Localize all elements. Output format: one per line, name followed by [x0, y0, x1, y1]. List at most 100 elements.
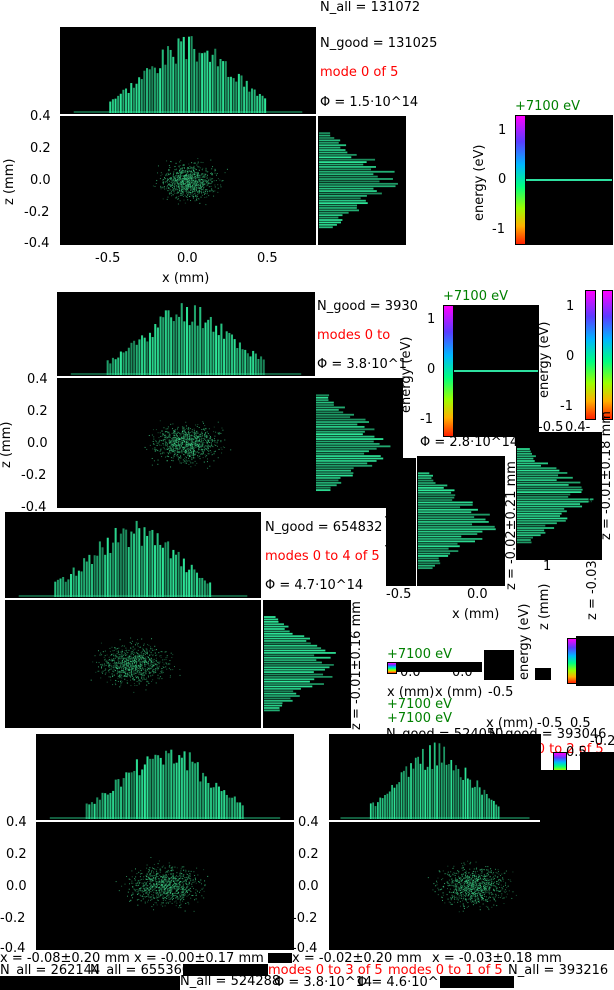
scatter-point	[478, 889, 480, 891]
scatter-point	[185, 177, 187, 179]
scatter-point	[166, 881, 168, 883]
scatter-point	[126, 673, 128, 675]
scatter-point	[193, 179, 195, 181]
scatter-point	[146, 661, 148, 663]
scatter-point	[488, 891, 490, 893]
scatter-point	[195, 432, 197, 434]
scatter-point	[167, 901, 169, 903]
scatter-point	[491, 880, 493, 882]
scatter-point	[181, 188, 183, 190]
scatter-point	[182, 175, 184, 177]
scatter-point	[152, 679, 154, 681]
scatter-point	[177, 439, 179, 441]
scatter-point	[187, 184, 189, 186]
scatter-point	[186, 451, 188, 453]
histogram-bar	[264, 685, 313, 688]
scatter-point	[167, 893, 169, 895]
histogram-bar	[216, 66, 219, 113]
scatter-point	[191, 453, 193, 455]
scatter-point	[205, 448, 207, 450]
scatter-point	[489, 879, 491, 881]
scatter-point	[478, 875, 480, 877]
histogram-bar	[379, 797, 382, 819]
scatter-point	[476, 893, 478, 895]
scatter-point	[160, 884, 162, 886]
scatter-point	[188, 448, 190, 450]
histogram-bar	[236, 802, 239, 819]
scatter-point	[194, 450, 196, 452]
scatter-point	[193, 454, 195, 456]
scatter-point	[145, 659, 147, 661]
scatter-point	[198, 174, 200, 176]
scatter-point	[197, 175, 199, 177]
scatter-point	[180, 182, 182, 184]
scatter-point	[158, 678, 160, 680]
scatter-point	[183, 869, 185, 871]
scatter-point	[148, 668, 150, 670]
scatter-point	[161, 866, 163, 868]
scatter-point	[177, 455, 179, 457]
scatter-point	[180, 179, 182, 181]
scatter-point	[461, 885, 463, 887]
scatter-point	[159, 871, 161, 873]
z-tick: -0.2	[0, 911, 26, 926]
scatter-point	[465, 886, 467, 888]
scatter-point	[152, 429, 154, 431]
scatter-point	[176, 178, 178, 180]
scatter-point	[175, 441, 177, 443]
scatter-point	[198, 881, 200, 883]
scatter-point	[187, 451, 189, 453]
scatter-point	[203, 461, 205, 463]
histogram-bar	[195, 61, 198, 113]
scatter-point	[187, 193, 189, 195]
scatter-point	[161, 187, 163, 189]
mode-label: modes 0 to 4 of 5	[265, 549, 380, 564]
scatter-point	[173, 448, 175, 450]
scatter-point	[152, 894, 154, 896]
scatter-point	[137, 880, 139, 882]
scatter-point	[139, 654, 141, 656]
scatter-point	[158, 666, 160, 668]
scatter-point	[185, 452, 187, 454]
scatter-point	[157, 661, 159, 663]
scatter-point	[146, 648, 148, 650]
scatter-point	[165, 431, 167, 433]
scatter-point	[474, 871, 476, 873]
scatter-point	[139, 646, 141, 648]
scatter-point	[121, 645, 123, 647]
scatter-point	[181, 873, 183, 875]
scatter-point	[188, 881, 190, 883]
scatter-point	[158, 652, 160, 654]
scatter-point	[182, 428, 184, 430]
histogram-bar	[159, 316, 162, 375]
scatter-point	[192, 170, 194, 172]
scatter-point	[482, 889, 484, 891]
scatter-point	[192, 185, 194, 187]
scatter-point	[182, 875, 184, 877]
scatter-point	[172, 184, 174, 186]
scatter-point	[208, 428, 210, 430]
scatter-point	[196, 176, 198, 178]
scatter-point	[171, 887, 173, 889]
scatter-point	[116, 648, 118, 650]
scatter-point	[148, 660, 150, 662]
scatter-point	[114, 662, 116, 664]
scatter-point	[492, 882, 494, 884]
scatter-point	[468, 898, 470, 900]
beam-scatter	[144, 420, 232, 469]
scatter-point	[166, 655, 168, 657]
scatter-point	[210, 451, 212, 453]
scatter-point	[186, 443, 188, 445]
scatter-point	[193, 442, 195, 444]
scatter-point	[186, 427, 188, 429]
scatter-point	[135, 661, 137, 663]
scatter-point	[470, 892, 472, 894]
histogram-bar	[138, 77, 141, 113]
histogram-bar	[400, 772, 403, 819]
scatter-point	[201, 169, 203, 171]
scatter-point	[488, 908, 490, 910]
scatter-point	[169, 892, 171, 894]
histogram-bar	[217, 335, 220, 375]
scatter-point	[174, 429, 176, 431]
scatter-point	[162, 874, 164, 876]
